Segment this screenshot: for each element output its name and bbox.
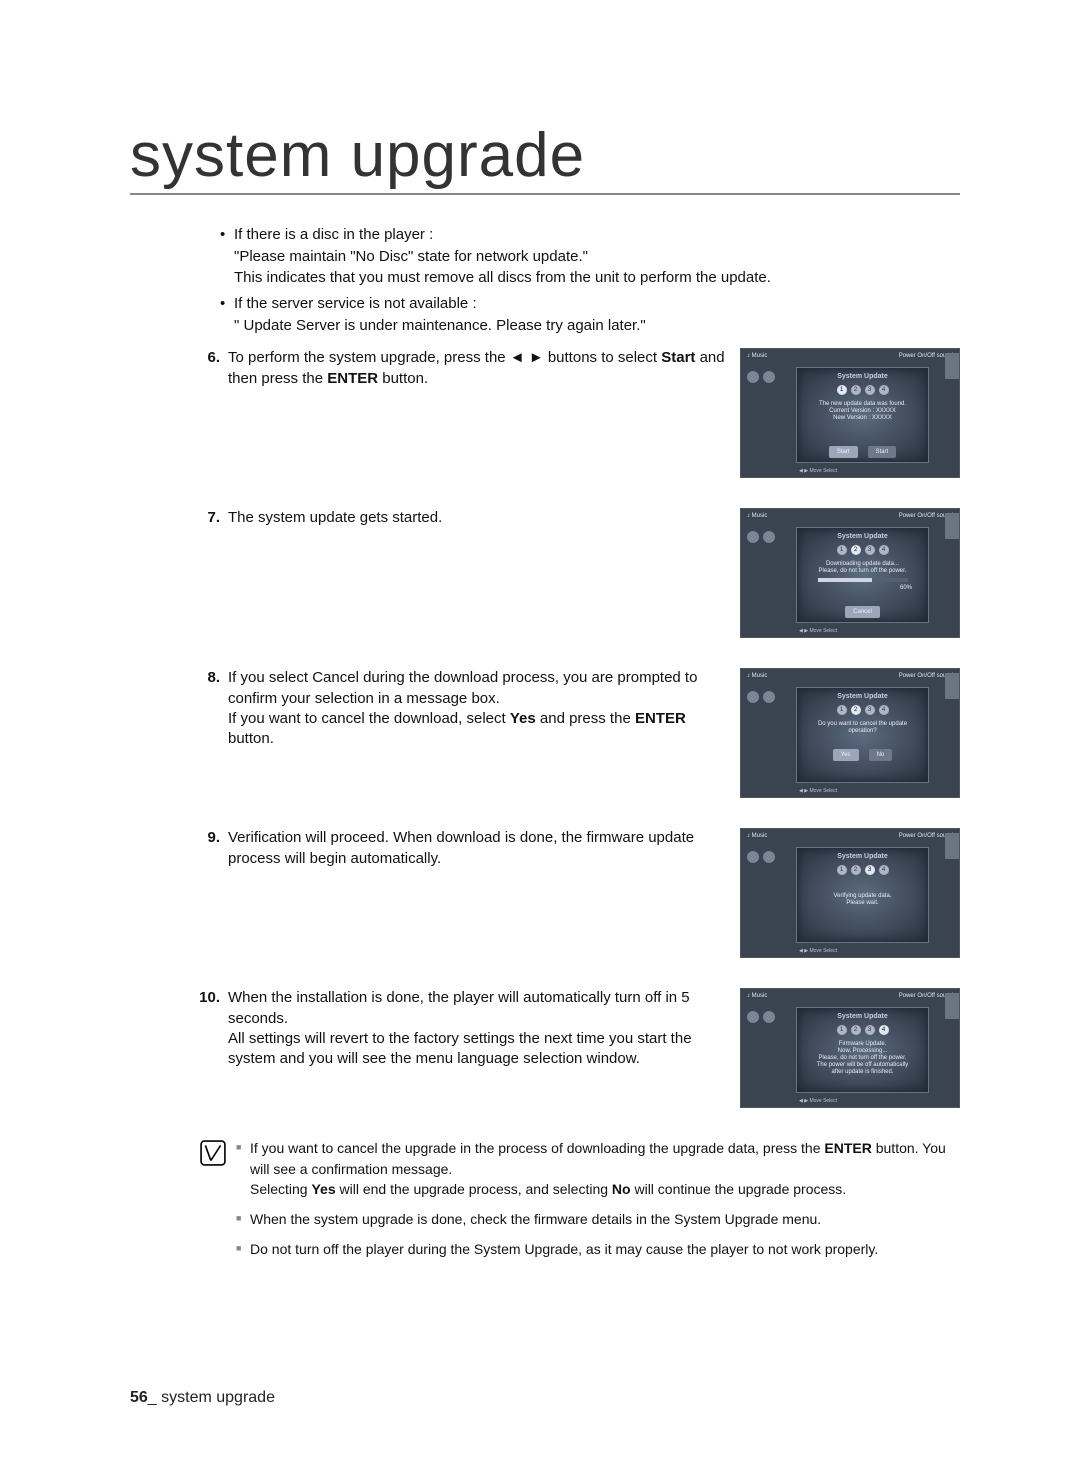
intro-bullets: •If there is a disc in the player : "Ple…: [220, 225, 960, 336]
note-3: Do not turn off the player during the Sy…: [250, 1239, 960, 1259]
note-2: When the system upgrade is done, check t…: [250, 1209, 960, 1229]
step-9-text: Verification will proceed. When download…: [228, 828, 740, 869]
figure-step-6: ♪ MusicPower On/Off sound System Update …: [740, 348, 960, 478]
figure-step-10: ♪ MusicPower On/Off sound System Update …: [740, 988, 960, 1108]
note-bullet-icon: ■: [236, 1209, 250, 1229]
figure-step-7: ♪ MusicPower On/Off sound System Update …: [740, 508, 960, 638]
note-bullet-icon: ■: [236, 1138, 250, 1199]
figure-step-8: ♪ MusicPower On/Off sound System Update …: [740, 668, 960, 798]
bullet-1-line2: This indicates that you must remove all …: [234, 268, 960, 288]
step-9-number: 9.: [190, 828, 228, 848]
note-bullet-icon: ■: [236, 1239, 250, 1259]
bullet-2-head: If the server service is not available :: [234, 294, 960, 314]
step-10-text: When the installation is done, the playe…: [228, 988, 740, 1069]
step-10-number: 10.: [182, 988, 228, 1008]
note-1: If you want to cancel the upgrade in the…: [250, 1138, 960, 1199]
bullet-1-line1: "Please maintain "No Disc" state for net…: [234, 247, 960, 267]
step-8-text: If you select Cancel during the download…: [228, 668, 740, 749]
step-8-number: 8.: [190, 668, 228, 688]
bullet-1-head: If there is a disc in the player :: [234, 225, 960, 245]
step-6-number: 6.: [190, 348, 228, 368]
step-6-text: To perform the system upgrade, press the…: [228, 348, 740, 389]
page-footer: 56_ system upgrade: [130, 1389, 275, 1407]
step-7-number: 7.: [190, 508, 228, 528]
figure-step-9: ♪ MusicPower On/Off sound System Update …: [740, 828, 960, 958]
note-icon: [200, 1138, 236, 1269]
step-7-text: The system update gets started.: [228, 508, 740, 528]
bullet-2-line1: " Update Server is under maintenance. Pl…: [234, 316, 960, 336]
page-title: system upgrade: [130, 120, 960, 195]
